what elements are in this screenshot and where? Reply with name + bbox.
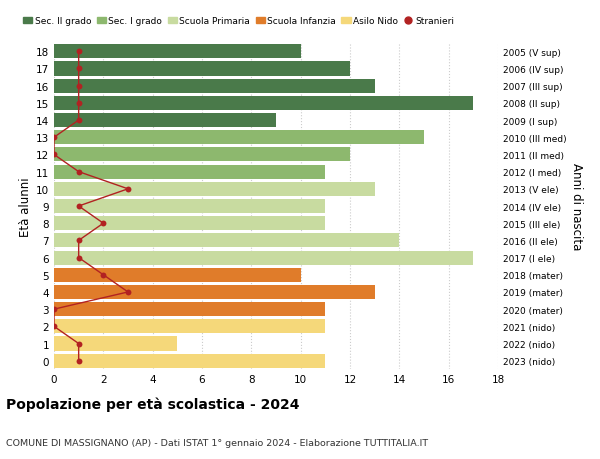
Point (98, 220, 108, 227)
Bar (54, 337, 178, 351)
Bar (54, 285, 374, 299)
Point (49, 151, 59, 159)
Bar (54, 148, 350, 162)
Bar (54, 354, 325, 368)
Point (74, 237, 83, 245)
Bar (54, 234, 400, 248)
Y-axis label: Anni di nascita: Anni di nascita (570, 163, 583, 250)
Point (123, 186, 133, 193)
Point (74, 254, 83, 262)
Bar (54, 96, 473, 111)
Point (74, 168, 83, 176)
Bar (54, 45, 301, 59)
Point (49, 134, 59, 142)
Point (74, 357, 83, 364)
Y-axis label: Età alunni: Età alunni (19, 177, 32, 236)
Text: Popolazione per età scolastica - 2024: Popolazione per età scolastica - 2024 (6, 396, 299, 411)
Legend: Sec. II grado, Sec. I grado, Scuola Primaria, Scuola Infanzia, Asilo Nido, Stran: Sec. II grado, Sec. I grado, Scuola Prim… (23, 17, 454, 26)
Point (98, 271, 108, 279)
Bar (54, 217, 325, 231)
Point (74, 83, 83, 90)
Bar (54, 268, 301, 282)
Point (74, 117, 83, 124)
Bar (54, 165, 325, 179)
Bar (54, 302, 325, 317)
Point (49, 306, 59, 313)
Point (49, 323, 59, 330)
Point (74, 100, 83, 107)
Bar (54, 182, 374, 196)
Bar (54, 131, 424, 145)
Bar (54, 251, 473, 265)
Bar (54, 79, 374, 94)
Bar (54, 62, 350, 76)
Point (74, 340, 83, 347)
Bar (54, 200, 325, 213)
Point (74, 49, 83, 56)
Text: COMUNE DI MASSIGNANO (AP) - Dati ISTAT 1° gennaio 2024 - Elaborazione TUTTITALIA: COMUNE DI MASSIGNANO (AP) - Dati ISTAT 1… (6, 438, 428, 448)
Bar (54, 319, 325, 334)
Point (123, 289, 133, 296)
Point (74, 203, 83, 210)
Bar (54, 114, 276, 128)
Point (74, 66, 83, 73)
